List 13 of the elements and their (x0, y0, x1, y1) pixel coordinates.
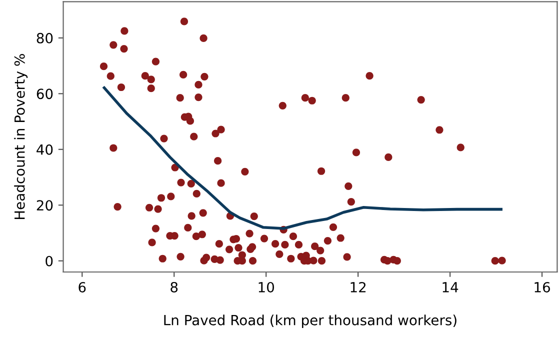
y-tick-label: 80 (36, 32, 53, 44)
y-tick-label: 0 (46, 256, 53, 266)
x-tick-label: 6 (78, 282, 86, 292)
y-axis-title: Headcount in Poverty % (14, 54, 28, 220)
x-tick-label: 16 (534, 282, 550, 292)
x-tick-label: 10 (258, 282, 274, 292)
y-tick-label: 20 (36, 200, 53, 211)
y-tick-label: 40 (36, 144, 53, 155)
x-tick-label: 12 (350, 282, 366, 292)
y-tick-label: 60 (36, 88, 53, 100)
x-axis-title: Ln Paved Road (km per thousand workers) (164, 314, 456, 328)
x-tick-label: 14 (442, 282, 458, 292)
x-tick-label: 8 (170, 282, 178, 292)
